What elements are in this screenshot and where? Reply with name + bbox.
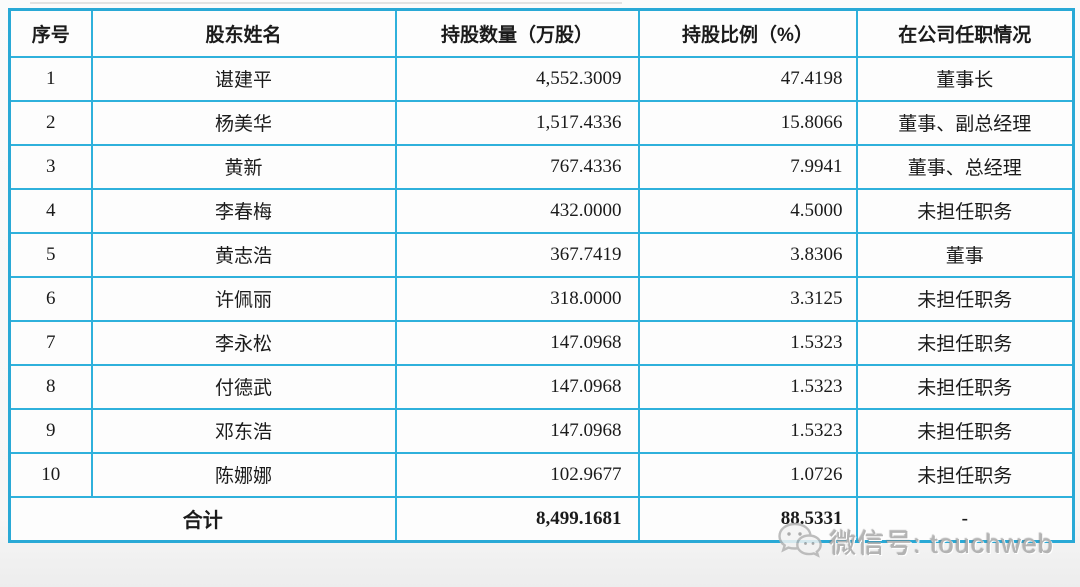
total-position: - — [855, 495, 1075, 543]
cell-name: 黄志浩 — [90, 231, 397, 278]
table-row: 4 李春梅 432.0000 4.5000 未担任职务 — [8, 187, 1075, 234]
cell-shares: 102.9677 — [394, 451, 640, 498]
table-row: 9 邓东浩 147.0968 1.5323 未担任职务 — [8, 407, 1075, 454]
cell-shares: 432.0000 — [394, 187, 640, 234]
cell-position: 未担任职务 — [855, 363, 1075, 410]
cell-position: 未担任职务 — [855, 187, 1075, 234]
cell-position: 董事、副总经理 — [855, 99, 1075, 146]
table-row: 5 黄志浩 367.7419 3.8306 董事 — [8, 231, 1075, 278]
cell-ratio: 1.0726 — [637, 451, 858, 498]
table-row: 1 谌建平 4,552.3009 47.4198 董事长 — [8, 55, 1075, 102]
header-row: 序号 股东姓名 持股数量（万股） 持股比例（%） 在公司任职情况 — [8, 8, 1075, 58]
cell-position: 未担任职务 — [855, 275, 1075, 322]
cell-name: 李春梅 — [90, 187, 397, 234]
cell-name: 杨美华 — [90, 99, 397, 146]
cell-shares: 4,552.3009 — [394, 55, 640, 102]
cell-shares: 147.0968 — [394, 363, 640, 410]
column-header-serial: 序号 — [8, 8, 93, 58]
table-row: 7 李永松 147.0968 1.5323 未担任职务 — [8, 319, 1075, 366]
cell-serial: 3 — [8, 143, 93, 190]
cell-ratio: 4.5000 — [637, 187, 858, 234]
cell-serial: 5 — [8, 231, 93, 278]
column-header-ratio: 持股比例（%） — [637, 8, 858, 58]
cell-ratio: 47.4198 — [637, 55, 858, 102]
cell-shares: 367.7419 — [394, 231, 640, 278]
cell-serial: 10 — [8, 451, 93, 498]
cell-serial: 9 — [8, 407, 93, 454]
cell-name: 许佩丽 — [90, 275, 397, 322]
cell-shares: 767.4336 — [394, 143, 640, 190]
cell-ratio: 15.8066 — [637, 99, 858, 146]
cell-shares: 1,517.4336 — [394, 99, 640, 146]
cell-position: 董事长 — [855, 55, 1075, 102]
cell-position: 未担任职务 — [855, 451, 1075, 498]
cell-serial: 7 — [8, 319, 93, 366]
cell-name: 黄新 — [90, 143, 397, 190]
cell-position: 董事 — [855, 231, 1075, 278]
cell-serial: 2 — [8, 99, 93, 146]
cell-name: 付德武 — [90, 363, 397, 410]
cell-ratio: 1.5323 — [637, 363, 858, 410]
total-shares: 8,499.1681 — [394, 495, 640, 543]
cell-position: 董事、总经理 — [855, 143, 1075, 190]
column-header-position: 在公司任职情况 — [855, 8, 1075, 58]
column-header-name: 股东姓名 — [90, 8, 397, 58]
cell-ratio: 3.3125 — [637, 275, 858, 322]
top-divider-line — [30, 2, 622, 4]
table-row: 10 陈娜娜 102.9677 1.0726 未担任职务 — [8, 451, 1075, 498]
cell-position: 未担任职务 — [855, 319, 1075, 366]
cell-name: 李永松 — [90, 319, 397, 366]
cell-ratio: 3.8306 — [637, 231, 858, 278]
cell-ratio: 1.5323 — [637, 407, 858, 454]
cell-serial: 8 — [8, 363, 93, 410]
cell-ratio: 1.5323 — [637, 319, 858, 366]
cell-ratio: 7.9941 — [637, 143, 858, 190]
total-label: 合计 — [8, 495, 397, 543]
cell-shares: 147.0968 — [394, 319, 640, 366]
total-row: 合计 8,499.1681 88.5331 - — [8, 495, 1075, 543]
cell-shares: 318.0000 — [394, 275, 640, 322]
table-row: 6 许佩丽 318.0000 3.3125 未担任职务 — [8, 275, 1075, 322]
cell-position: 未担任职务 — [855, 407, 1075, 454]
cell-name: 陈娜娜 — [90, 451, 397, 498]
total-ratio: 88.5331 — [637, 495, 858, 543]
table-row: 3 黄新 767.4336 7.9941 董事、总经理 — [8, 143, 1075, 190]
column-header-shares: 持股数量（万股） — [394, 8, 640, 58]
cell-serial: 1 — [8, 55, 93, 102]
table-row: 2 杨美华 1,517.4336 15.8066 董事、副总经理 — [8, 99, 1075, 146]
cell-serial: 6 — [8, 275, 93, 322]
cell-shares: 147.0968 — [394, 407, 640, 454]
cell-name: 邓东浩 — [90, 407, 397, 454]
cell-name: 谌建平 — [90, 55, 397, 102]
table-row: 8 付德武 147.0968 1.5323 未担任职务 — [8, 363, 1075, 410]
shareholders-table: 序号 股东姓名 持股数量（万股） 持股比例（%） 在公司任职情况 1 谌建平 4… — [8, 8, 1075, 543]
cell-serial: 4 — [8, 187, 93, 234]
